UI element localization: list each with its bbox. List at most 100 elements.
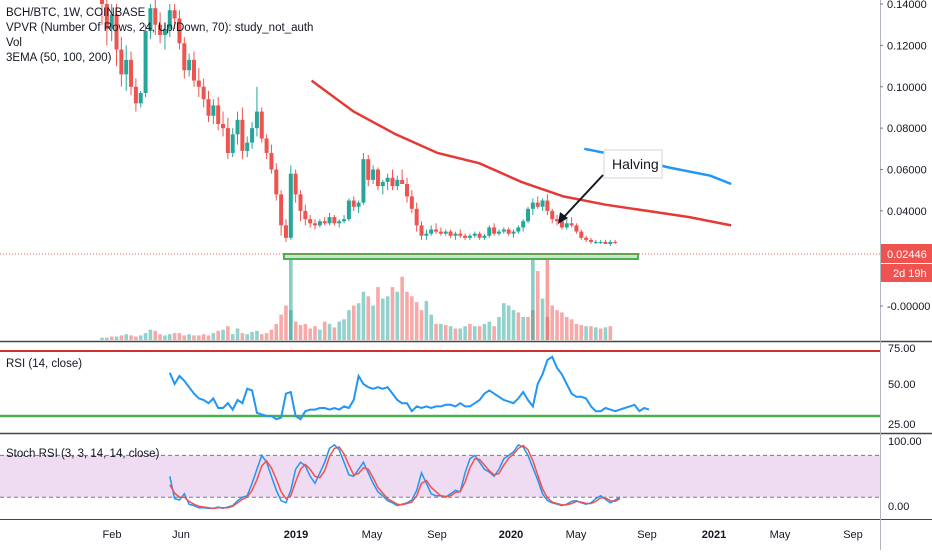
candle-body — [424, 233, 429, 236]
volume-bar — [211, 333, 216, 340]
candle-body — [346, 200, 351, 220]
legend-ema[interactable]: 3EMA (50, 100, 200) — [6, 52, 112, 64]
candle-body — [540, 200, 545, 207]
volume-bar — [322, 321, 327, 340]
candle-body — [434, 229, 439, 232]
candle-body — [603, 241, 608, 244]
candle-body — [429, 229, 434, 234]
candle-body — [332, 217, 337, 224]
candle-body — [559, 221, 564, 228]
candle-body — [129, 59, 134, 87]
volume-bar — [395, 291, 400, 340]
countdown-value: 2d 19h — [893, 268, 927, 280]
volume-bar — [429, 314, 433, 340]
candle-body — [438, 231, 443, 234]
volume-bar — [259, 334, 264, 340]
x-axis-label: 2020 — [499, 529, 523, 541]
volume-bar — [138, 335, 143, 340]
rsi-label: RSI (14, close) — [6, 358, 83, 370]
candle-body — [404, 184, 409, 197]
volume-bar — [124, 334, 129, 340]
stoch-legend[interactable]: Stoch RSI (3, 3, 14, 14, close) — [6, 447, 159, 462]
candle-body — [375, 169, 380, 187]
volume-bar — [100, 337, 104, 340]
price-tick-label: 0.06000 — [887, 165, 927, 177]
volume-bar — [574, 323, 579, 340]
volume-bar — [434, 323, 438, 340]
last-price-value: 0.02446 — [887, 249, 927, 261]
legend-vpvr[interactable]: VPVR (Number Of Rows, 24, Up/Down, 70): … — [6, 22, 314, 34]
volume-bar — [361, 291, 366, 340]
candle-body — [385, 177, 390, 182]
volume-bar — [555, 310, 559, 340]
candle-body — [482, 235, 487, 238]
rsi-axis-label: 25.00 — [888, 419, 916, 431]
volume-bar — [342, 319, 346, 340]
volume-bar — [424, 300, 429, 340]
volume-bar — [400, 276, 404, 340]
candle-body — [458, 233, 463, 236]
candle-body — [366, 159, 371, 180]
candle-body — [608, 241, 613, 244]
candle-body — [574, 225, 579, 232]
volume-bar — [230, 334, 235, 340]
rsi-legend[interactable]: RSI (14, close) — [6, 357, 82, 372]
x-axis-label: Sep — [843, 529, 863, 541]
x-axis-label: May — [566, 529, 587, 541]
volume-bar — [293, 321, 298, 340]
volume-bar — [593, 327, 598, 340]
volume-bar — [366, 296, 371, 340]
volume-bar — [255, 330, 259, 340]
legend-volume[interactable]: Vol — [6, 37, 22, 49]
volume-bar — [284, 305, 288, 340]
candle-body — [555, 219, 560, 222]
volume-bar — [516, 312, 521, 340]
candle-body — [221, 124, 226, 129]
candle-body — [501, 229, 506, 232]
volume-bar — [303, 323, 308, 340]
candle-body — [569, 223, 574, 226]
candle-body — [153, 8, 158, 25]
volume-bar — [472, 326, 477, 340]
volume-bar — [598, 328, 603, 340]
candle-body — [104, 4, 109, 29]
candle-body — [535, 202, 540, 207]
candle-body — [308, 219, 313, 224]
candle-body — [477, 233, 482, 238]
candle-body — [545, 200, 550, 211]
candle-body — [472, 233, 477, 236]
candle-body — [158, 24, 163, 36]
candle-body — [114, 14, 119, 50]
candle-body — [550, 210, 555, 220]
volume-bar — [279, 314, 283, 340]
volume-bar — [579, 325, 584, 340]
candle-body — [579, 231, 584, 238]
ema-red-line — [310, 79, 732, 227]
volume-bar — [502, 303, 506, 340]
candle-body — [395, 179, 400, 187]
candle-body — [206, 99, 211, 116]
candle-body — [133, 86, 138, 104]
volume-bar — [158, 334, 162, 340]
volume-bar — [487, 321, 492, 340]
candle-body — [351, 200, 356, 207]
volume-spike — [289, 256, 293, 340]
volume-bar — [240, 333, 245, 340]
price-tick-label: 0.14000 — [887, 0, 927, 11]
volume-bar — [603, 327, 608, 340]
volume-bar — [148, 329, 153, 340]
candle-body — [598, 241, 603, 243]
volume-bar — [511, 310, 516, 340]
price-tick-label: -0.00000 — [887, 301, 930, 313]
candle-body — [327, 217, 332, 224]
volume-bar — [521, 317, 525, 340]
volume-bar — [216, 330, 220, 340]
candle-body — [225, 128, 230, 153]
volume-bar — [371, 305, 375, 340]
candle-body — [191, 59, 196, 81]
price-tick-label: 0.04000 — [887, 206, 927, 218]
legend-symbol[interactable]: BCH/BTC, 1W, COINBASE — [6, 7, 146, 19]
candle-body — [593, 241, 598, 243]
candle-body — [337, 221, 342, 224]
